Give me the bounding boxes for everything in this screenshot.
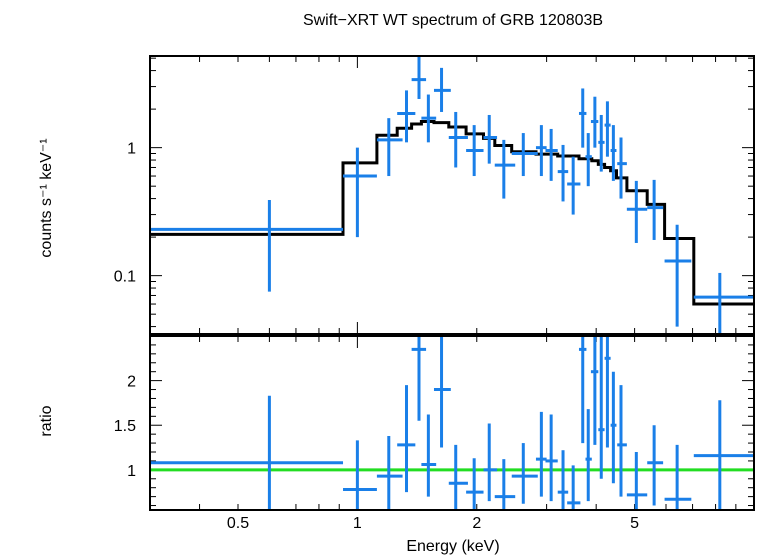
spectrum-y-tick-label: 1 bbox=[127, 141, 136, 158]
ratio-data-point bbox=[557, 450, 569, 510]
spectrum-data-point bbox=[343, 147, 377, 238]
spectrum-data-point bbox=[693, 272, 754, 334]
ratio-data-point bbox=[590, 336, 599, 445]
bottom-y-axis-label: ratio bbox=[38, 405, 55, 436]
ratio-data-point bbox=[411, 336, 427, 421]
ratio-y-tick-label: 1 bbox=[127, 463, 136, 480]
spectrum-data-point bbox=[433, 67, 451, 112]
ratio-data-point bbox=[494, 459, 516, 510]
ratio-data-point bbox=[693, 400, 754, 510]
ratio-data-point bbox=[578, 336, 587, 444]
chart-title: Swift−XRT WT spectrum of GRB 120803B bbox=[303, 12, 603, 29]
ratio-data-point bbox=[664, 444, 692, 510]
spectrum-data-point bbox=[448, 111, 468, 168]
spectrum-data-point bbox=[626, 180, 648, 243]
ratio-y-tick-label: 2 bbox=[127, 374, 136, 391]
ratio-data-point bbox=[466, 458, 484, 510]
ratio-data-point bbox=[585, 409, 592, 502]
x-tick-label: 1 bbox=[353, 515, 362, 532]
spectrum-data-point bbox=[511, 133, 538, 177]
spectrum-data-point bbox=[397, 90, 416, 143]
ratio-data-point bbox=[535, 411, 547, 497]
x-axis-label: Energy (keV) bbox=[406, 538, 499, 555]
ratio-y-tick-label: 1.5 bbox=[114, 418, 136, 435]
ratio-data-point bbox=[448, 444, 468, 510]
spectrum-data-point bbox=[494, 139, 516, 199]
spectrum-data-point bbox=[376, 118, 403, 177]
spectrum-data-point bbox=[421, 94, 437, 143]
spectrum-y-tick-label: 0.1 bbox=[114, 269, 136, 286]
ratio-data-point bbox=[433, 336, 451, 448]
spectrum-data-point bbox=[557, 144, 569, 202]
x-tick-label: 0.5 bbox=[227, 515, 249, 532]
ratio-panel: 2 1.5 1 0.5 1 2 5 bbox=[114, 335, 755, 532]
spectrum-data-point bbox=[411, 56, 427, 99]
top-y-axis-label: counts s⁻¹ keV⁻¹ bbox=[38, 138, 55, 257]
ratio-data-point bbox=[598, 336, 605, 479]
spectrum-data-point bbox=[598, 114, 605, 172]
ratio-data-point bbox=[626, 452, 648, 510]
spectrum-data-point bbox=[578, 88, 587, 148]
ratio-data-point bbox=[483, 423, 498, 502]
spectrum-data-point bbox=[664, 224, 692, 327]
spectrum-data-point bbox=[610, 125, 617, 181]
spectrum-data-point bbox=[604, 101, 611, 157]
spectrum-data-point bbox=[590, 96, 599, 148]
spectrum-data-point bbox=[483, 114, 498, 164]
spectrum-data-point bbox=[617, 137, 627, 199]
x-tick-label: 5 bbox=[630, 515, 639, 532]
ratio-data-point bbox=[376, 435, 403, 510]
ratio-data-point bbox=[150, 395, 344, 510]
spectrum-panel: 10.1 bbox=[114, 55, 755, 335]
spectrum-data-point bbox=[647, 179, 664, 240]
spectrum-data-point bbox=[545, 128, 558, 181]
spectrum-data-point bbox=[567, 156, 581, 215]
ratio-plot-frame bbox=[149, 335, 755, 511]
ratio-data-point bbox=[421, 414, 437, 497]
ratio-data-point bbox=[545, 414, 558, 502]
ratio-data-point bbox=[617, 385, 627, 497]
spectrum-data-point bbox=[150, 199, 344, 292]
ratio-data-point bbox=[604, 336, 611, 448]
spectrum-plot-frame bbox=[149, 55, 755, 335]
ratio-data-point bbox=[397, 385, 416, 493]
ratio-data-point bbox=[343, 440, 377, 510]
ratio-data-point bbox=[610, 371, 617, 484]
spectrum-data-point bbox=[535, 125, 547, 177]
ratio-data-point bbox=[647, 425, 664, 506]
x-tick-label: 2 bbox=[472, 515, 481, 532]
ratio-data-point bbox=[567, 465, 581, 510]
spectrum-data-point bbox=[466, 125, 484, 177]
ratio-data-point bbox=[511, 443, 538, 504]
spectrum-data-point bbox=[585, 133, 592, 187]
